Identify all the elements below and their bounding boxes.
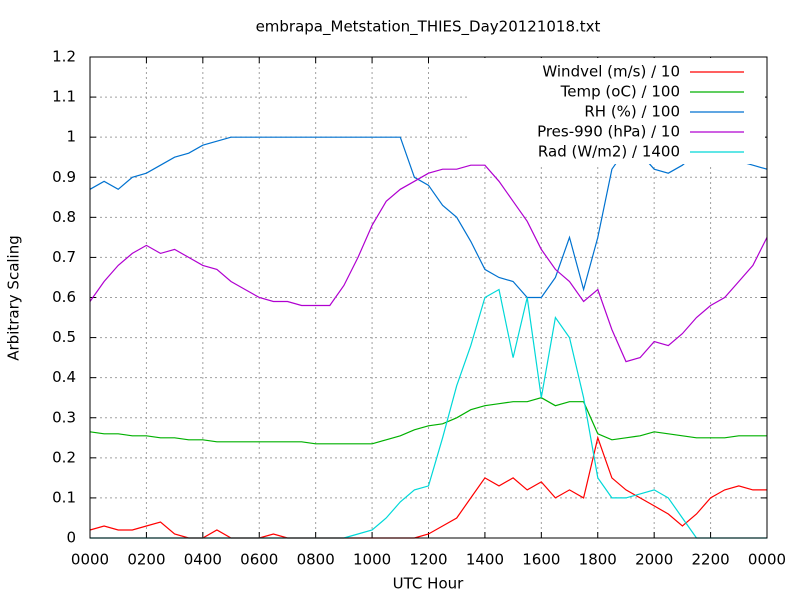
y-tick-label: 0 (66, 529, 76, 547)
y-tick-label: 1 (66, 128, 76, 146)
series-line (89, 164, 768, 363)
y-tick-label: 0.5 (52, 328, 76, 346)
y-tick-label: 0.6 (52, 288, 76, 306)
y-tick-label: 1.2 (52, 48, 76, 66)
plot-frame (89, 56, 768, 539)
x-tick-label: 0000 (748, 551, 786, 569)
x-tick-label: 0200 (127, 551, 165, 569)
x-tick-label: 1800 (579, 551, 617, 569)
x-tick-label: 2000 (635, 551, 673, 569)
legend-box (470, 58, 765, 164)
x-tick-label: 0600 (240, 551, 278, 569)
y-tick-label: 0.3 (52, 408, 76, 426)
legend-label: Rad (W/m2) / 1400 (538, 143, 680, 161)
x-tick-label: 0400 (184, 551, 222, 569)
x-tick-label: 0800 (297, 551, 335, 569)
y-tick-label: 0.7 (52, 248, 76, 266)
x-tick-label: 1600 (522, 551, 560, 569)
x-tick-label: 1200 (409, 551, 447, 569)
x-tick-label: 1400 (466, 551, 504, 569)
legend-label: Pres-990 (hPa) / 10 (537, 123, 680, 141)
y-tick-label: 0.2 (52, 448, 76, 466)
legend-label: Windvel (m/s) / 10 (542, 63, 680, 81)
legend-label: Temp (oC) / 100 (560, 83, 680, 101)
x-tick-label: 2200 (691, 551, 729, 569)
y-axis-label: Arbitrary Scaling (5, 235, 23, 361)
x-axis-label: UTC Hour (393, 575, 464, 593)
y-tick-label: 0.8 (52, 208, 76, 226)
y-tick-label: 0.9 (52, 168, 76, 186)
series-line (89, 136, 768, 299)
legend-label: RH (%) / 100 (584, 103, 680, 121)
chart-title: embrapa_Metstation_THIES_Day20121018.txt (256, 18, 601, 37)
x-tick-label: 0000 (71, 551, 109, 569)
y-tick-label: 0.1 (52, 488, 76, 506)
y-tick-label: 1.1 (52, 88, 76, 106)
y-tick-label: 0.4 (52, 368, 76, 386)
x-tick-label: 1000 (353, 551, 391, 569)
series-line (89, 397, 767, 445)
